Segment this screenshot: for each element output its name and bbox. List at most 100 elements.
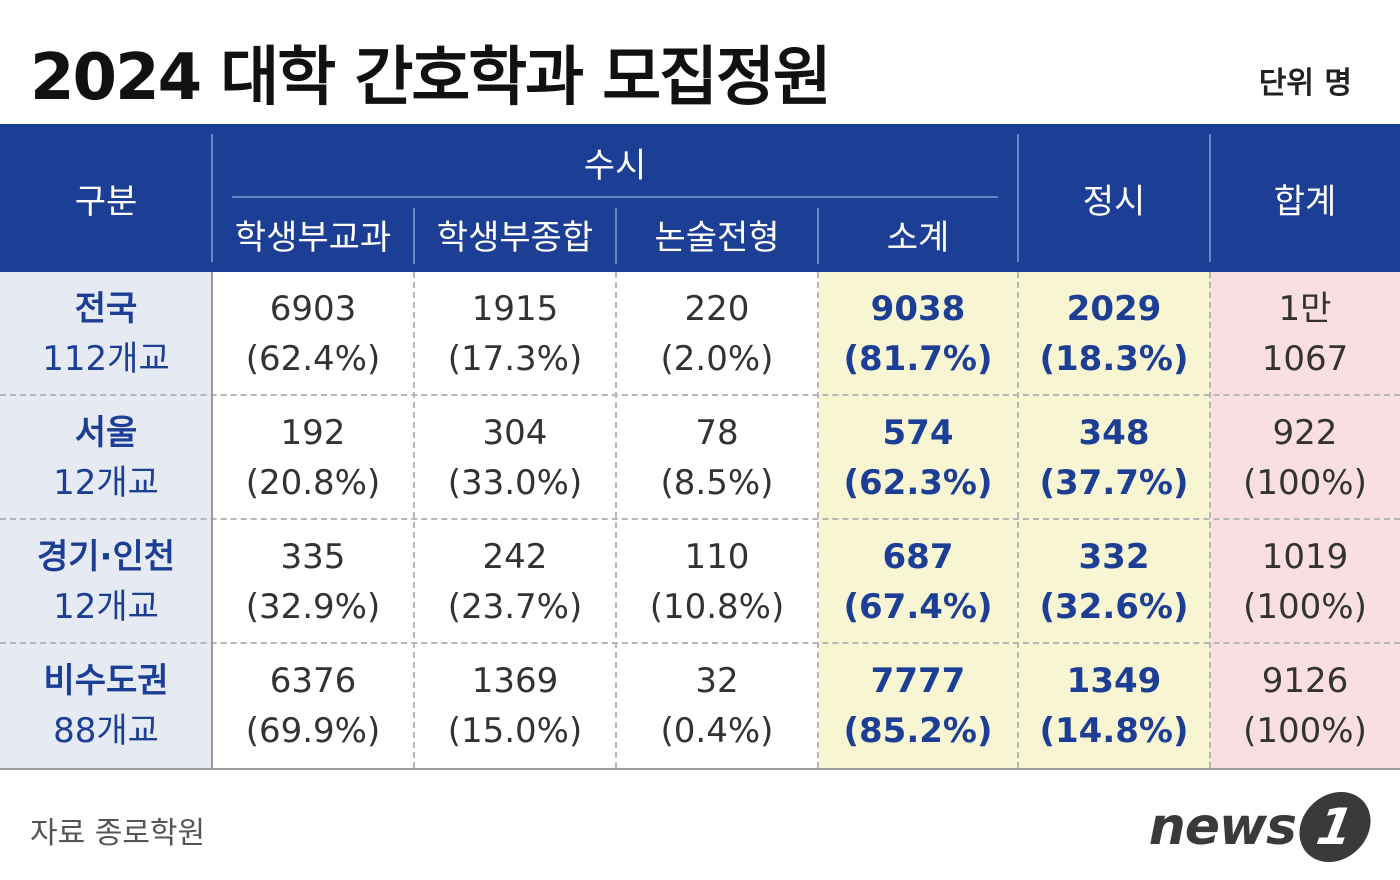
- table-row: 전국 112개교 6903 (62.4%) 1915 (17.3%) 220 (2.0…: [0, 272, 1400, 396]
- percent: (2.0%): [660, 339, 774, 379]
- unit-label: 단위 명: [1258, 66, 1352, 101]
- value: 2029: [1066, 289, 1162, 329]
- value: 348: [1078, 413, 1150, 453]
- header-divider: [615, 208, 617, 264]
- value: 922: [1272, 413, 1338, 453]
- cell-jeongsi: 1349 (14.8%): [1018, 644, 1210, 768]
- table-header: 구분 수시 학생부교과 학생부종합 논술전형 소계 정시 합계: [0, 124, 1400, 272]
- value: 304: [482, 413, 548, 453]
- table-row: 서울 12개교 192 (20.8%) 304 (33.0%) 78 (8.5%) 5…: [0, 396, 1400, 520]
- value: 9038: [870, 289, 966, 329]
- percent: (20.8%): [245, 463, 381, 503]
- table-bottom-border: [0, 768, 1400, 770]
- header-divider: [413, 208, 415, 264]
- cell-jonghap: 304 (33.0%): [414, 396, 616, 520]
- percent: (69.9%): [245, 711, 381, 751]
- percent: (0.4%): [660, 711, 774, 751]
- news1-logo: news 1: [1148, 792, 1377, 862]
- region-name: 서울: [74, 413, 138, 453]
- value: 687: [882, 537, 954, 577]
- cell-total: 1019 (100%): [1210, 520, 1400, 644]
- percent: (37.7%): [1039, 463, 1189, 503]
- percent: (32.6%): [1039, 587, 1189, 627]
- cell-total: 922 (100%): [1210, 396, 1400, 520]
- column-divider: [1209, 272, 1211, 768]
- cell-jeongsi: 332 (32.6%): [1018, 520, 1210, 644]
- page-title: 2024 대학 간호학과 모집정원: [30, 41, 832, 115]
- value: 335: [280, 537, 346, 577]
- percent: (15.0%): [447, 711, 583, 751]
- cell-subtotal: 574 (62.3%): [818, 396, 1018, 520]
- cell-gyogwa: 192 (20.8%): [212, 396, 414, 520]
- percent: (81.7%): [843, 339, 993, 379]
- cell-gyogwa: 6903 (62.4%): [212, 272, 414, 396]
- column-divider: [211, 272, 213, 768]
- row-divider: [0, 642, 1400, 644]
- header-jeongsi: 정시: [1082, 181, 1146, 222]
- value: 574: [882, 413, 954, 453]
- cell-nonsul: 220 (2.0%): [616, 272, 818, 396]
- cell-nonsul: 78 (8.5%): [616, 396, 818, 520]
- source-note: 자료 종로학원: [30, 816, 206, 851]
- value: 192: [280, 413, 346, 453]
- value: 78: [695, 413, 739, 453]
- cell-nonsul: 32 (0.4%): [616, 644, 818, 768]
- table-row: 비수도권 88개교 6376 (69.9%) 1369 (15.0%) 32 (0.4…: [0, 644, 1400, 768]
- header-divider: [211, 134, 213, 262]
- percent: (10.8%): [649, 587, 785, 627]
- value: 110: [684, 537, 750, 577]
- percent: (100%): [1243, 587, 1367, 627]
- percent: (100%): [1243, 711, 1367, 751]
- percent: (62.3%): [843, 463, 993, 503]
- percent: (100%): [1243, 463, 1367, 503]
- header-total: 합계: [1273, 181, 1337, 222]
- region-schools: 88개교: [53, 711, 159, 751]
- table-row: 경기·인천 12개교 335 (32.9%) 242 (23.7%) 110 (10.…: [0, 520, 1400, 644]
- value: 1915: [471, 289, 559, 329]
- percent: (33.0%): [447, 463, 583, 503]
- cell-gyogwa: 6376 (69.9%): [212, 644, 414, 768]
- cell-jonghap: 1369 (15.0%): [414, 644, 616, 768]
- row-divider: [0, 394, 1400, 396]
- column-divider: [1017, 272, 1019, 768]
- region-name: 전국: [74, 289, 138, 329]
- logo-text: news: [1148, 797, 1297, 857]
- cell-subtotal: 9038 (81.7%): [818, 272, 1018, 396]
- cell-total: 9126 (100%): [1210, 644, 1400, 768]
- header-susi: 수시: [583, 145, 647, 186]
- percent: (23.7%): [447, 587, 583, 627]
- header-col-4: 소계: [886, 217, 950, 258]
- value: 7777: [870, 661, 966, 701]
- row-divider: [0, 518, 1400, 520]
- value: 1369: [471, 661, 559, 701]
- header-divider: [1017, 134, 1019, 262]
- value: 1349: [1066, 661, 1162, 701]
- region-cell: 경기·인천 12개교: [0, 520, 212, 644]
- column-divider: [413, 272, 415, 768]
- percent: (8.5%): [660, 463, 774, 503]
- cell-nonsul: 110 (10.8%): [616, 520, 818, 644]
- percent: (62.4%): [245, 339, 381, 379]
- region-cell: 서울 12개교: [0, 396, 212, 520]
- header-col-3: 논술전형: [654, 217, 780, 258]
- percent: (85.2%): [843, 711, 993, 751]
- column-divider: [615, 272, 617, 768]
- percent: (14.8%): [1039, 711, 1189, 751]
- cell-subtotal: 7777 (85.2%): [818, 644, 1018, 768]
- value: 1만: [1278, 289, 1332, 329]
- cell-jonghap: 242 (23.7%): [414, 520, 616, 644]
- value: 6903: [269, 289, 357, 329]
- header-col-1: 학생부교과: [234, 217, 392, 258]
- cell-subtotal: 687 (67.4%): [818, 520, 1018, 644]
- region-cell: 비수도권 88개교: [0, 644, 212, 768]
- region-name: 비수도권: [43, 661, 169, 701]
- header-divider: [817, 208, 819, 264]
- header-divider: [232, 196, 998, 198]
- percent: (18.3%): [1039, 339, 1189, 379]
- region-name: 경기·인천: [36, 537, 176, 577]
- percent: (32.9%): [245, 587, 381, 627]
- header-divider: [1209, 134, 1211, 262]
- cell-jeongsi: 2029 (18.3%): [1018, 272, 1210, 396]
- cell-gyogwa: 335 (32.9%): [212, 520, 414, 644]
- cell-jonghap: 1915 (17.3%): [414, 272, 616, 396]
